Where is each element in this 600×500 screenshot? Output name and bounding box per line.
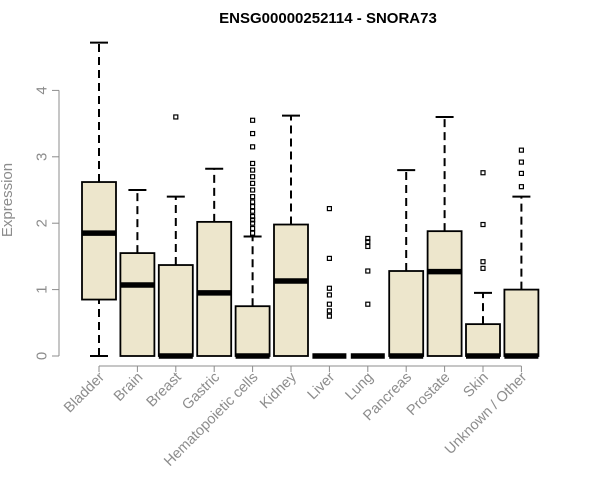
box-body: [196, 220, 233, 357]
box-body: [119, 252, 156, 357]
outlier-point: [250, 187, 256, 193]
box-group: [350, 235, 385, 359]
outlier-point: [250, 213, 256, 220]
x-category-label: Liver: [305, 369, 339, 403]
outlier-point: [518, 159, 525, 165]
outlier-point: [480, 170, 486, 176]
outlier-point: [326, 301, 332, 307]
box-group: [81, 41, 117, 357]
y-tick-label-1: 1: [34, 285, 51, 293]
outlier-point: [480, 221, 486, 228]
outlier-point: [518, 147, 525, 153]
outlier-point: [326, 313, 332, 319]
y-tick-label-2: 2: [34, 219, 51, 227]
outlier-point: [365, 243, 371, 250]
box-body: [388, 270, 425, 357]
outlier-point: [326, 308, 332, 314]
outlier-point: [250, 220, 256, 226]
x-category-label: Kidney: [257, 369, 300, 412]
outlier-point: [250, 180, 256, 186]
outlier-point: [365, 301, 371, 307]
box-group: [465, 170, 501, 359]
outlier-point: [518, 184, 525, 190]
box-group: [273, 114, 309, 357]
outlier-point: [365, 235, 371, 242]
box-body: [234, 305, 271, 357]
box-group: [388, 169, 425, 359]
x-category-label: Skin: [461, 370, 492, 401]
outlier-point: [326, 285, 332, 291]
y-axis-label: Expression: [0, 163, 16, 237]
y-axis: 0 1 2 3 4: [34, 86, 60, 360]
x-category-label: Prostate: [404, 370, 453, 419]
box-body: [426, 230, 463, 357]
outlier-point: [250, 144, 256, 150]
outlier-point: [326, 292, 332, 298]
box-body: [157, 264, 194, 357]
outlier-point: [250, 225, 256, 232]
box-group: [312, 205, 347, 359]
outlier-point: [480, 259, 486, 265]
x-category-label: Brain: [111, 370, 146, 405]
y-tick-label-4: 4: [34, 86, 51, 94]
outlier-point: [365, 239, 371, 245]
outlier-point: [250, 204, 256, 210]
box-group: [196, 167, 233, 357]
box-group: [426, 115, 463, 357]
chart-title: ENSG00000252114 - SNORA73: [219, 10, 437, 27]
box-body: [465, 323, 501, 357]
plot-area: [81, 41, 540, 359]
x-category-label: Bladder: [61, 369, 108, 416]
box-body: [273, 223, 309, 357]
outlier-point: [173, 114, 179, 120]
box-group: [119, 189, 156, 357]
outlier-point: [250, 117, 256, 123]
box-group: [157, 114, 194, 359]
outlier-point: [250, 130, 256, 137]
outlier-point: [250, 174, 256, 180]
outlier-point: [250, 208, 256, 214]
outlier-point: [250, 230, 256, 236]
y-tick-label-0: 0: [34, 352, 51, 360]
x-category-label: Lung: [342, 370, 376, 404]
outlier-point: [250, 167, 256, 173]
outlier-point: [326, 205, 332, 212]
outlier-point: [250, 194, 256, 200]
box-group: [234, 117, 271, 359]
box-body: [503, 288, 540, 357]
outlier-point: [480, 265, 486, 271]
outlier-point: [250, 217, 256, 223]
box-group: [503, 147, 540, 359]
outlier-point: [250, 199, 256, 205]
outlier-point: [326, 255, 332, 261]
outlier-point: [365, 268, 371, 274]
y-tick-label-3: 3: [34, 153, 51, 161]
x-category-label: Breast: [144, 370, 185, 411]
outlier-point: [250, 160, 256, 167]
box-body: [81, 181, 117, 301]
outlier-point: [518, 170, 525, 176]
